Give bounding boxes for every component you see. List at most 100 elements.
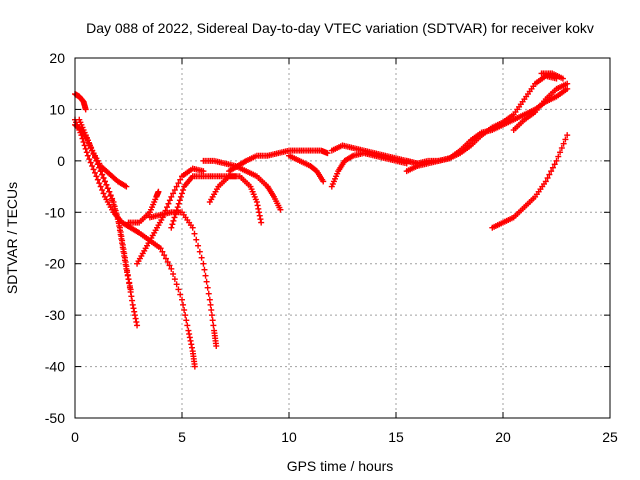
y-tick-label: -40 [45,359,65,375]
data-point [171,187,178,193]
data-point [162,207,169,214]
data-point [109,197,116,204]
y-tick-label: -30 [45,307,65,323]
data-point [122,261,129,268]
data-point [175,200,182,207]
y-tick-label: 10 [49,101,65,117]
data-point [157,245,164,252]
data-point [170,190,177,197]
data-point [320,178,327,185]
data-point [93,157,100,164]
data-point [208,307,215,313]
data-point [205,290,212,297]
data-point [324,150,331,157]
data-point [559,75,566,82]
data-point [114,214,121,221]
data-point [189,224,196,231]
data-point [168,265,175,272]
data-point [210,322,217,329]
data-point [256,209,263,216]
data-point [562,136,569,143]
data-point [126,283,133,289]
data-point [134,322,141,329]
data-point [129,297,136,304]
x-tick-label: 25 [602,429,618,445]
data-point [155,188,162,195]
data-point [177,291,184,298]
data-point [100,190,107,197]
data-point [185,327,192,334]
data-point [168,224,175,231]
data-point [99,187,106,193]
data-point [107,193,114,199]
data-point [549,164,556,171]
data-point [132,315,139,322]
data-point [124,272,131,279]
data-point [91,169,98,176]
data-point [86,156,93,163]
data-point [174,204,181,211]
data-point [116,223,123,229]
data-point [198,254,205,261]
data-point [111,205,118,212]
data-point [175,180,182,187]
data-point [96,164,103,171]
data-point [168,193,175,200]
y-tick-label: 0 [57,153,65,169]
x-tick-label: 20 [495,429,511,445]
data-point [191,363,198,370]
series-arc-14 [286,152,327,185]
x-tick-label: 15 [388,429,404,445]
data-point [82,145,89,152]
series-arc-1 [72,91,89,113]
series-arc-20 [538,70,566,82]
x-tick-label: 0 [71,429,79,445]
data-point [97,183,104,190]
data-point [123,265,130,272]
data-point [159,214,166,221]
data-point [165,200,172,207]
data-point [207,301,214,308]
data-point [195,242,202,249]
series-arc-11 [206,173,265,226]
data-point [188,344,195,351]
data-point [115,218,122,225]
data-point [179,296,185,303]
data-point [94,161,101,168]
data-point [546,171,553,178]
data-point [253,199,260,205]
data-point [90,166,97,173]
data-point [208,312,215,319]
data-point [91,154,98,161]
data-point [553,157,560,164]
data-point [202,272,209,279]
x-tick-label: 10 [281,429,297,445]
data-point [119,244,126,251]
data-point [257,216,264,223]
data-point [255,205,262,212]
series-arc-6 [125,188,162,226]
data-point [93,173,100,180]
data-point [180,187,187,193]
y-tick-labels: -50 -40 -30 -20 -10 0 10 20 [45,50,65,426]
data-point [548,168,555,175]
data-point [196,248,203,255]
series-arc-5 [82,132,134,293]
data-point [183,317,190,324]
data-point [94,176,101,183]
data-point [116,227,123,234]
data-point [81,142,88,149]
data-point [564,132,571,139]
data-point [201,266,208,273]
data-point [173,207,180,214]
data-point [171,214,178,221]
data-point [126,279,133,286]
data-point [181,307,188,313]
data-point [97,168,104,175]
data-point [129,301,136,308]
data-point [96,180,103,187]
data-point [166,197,173,204]
data-point [113,210,120,217]
data-point [133,319,140,325]
